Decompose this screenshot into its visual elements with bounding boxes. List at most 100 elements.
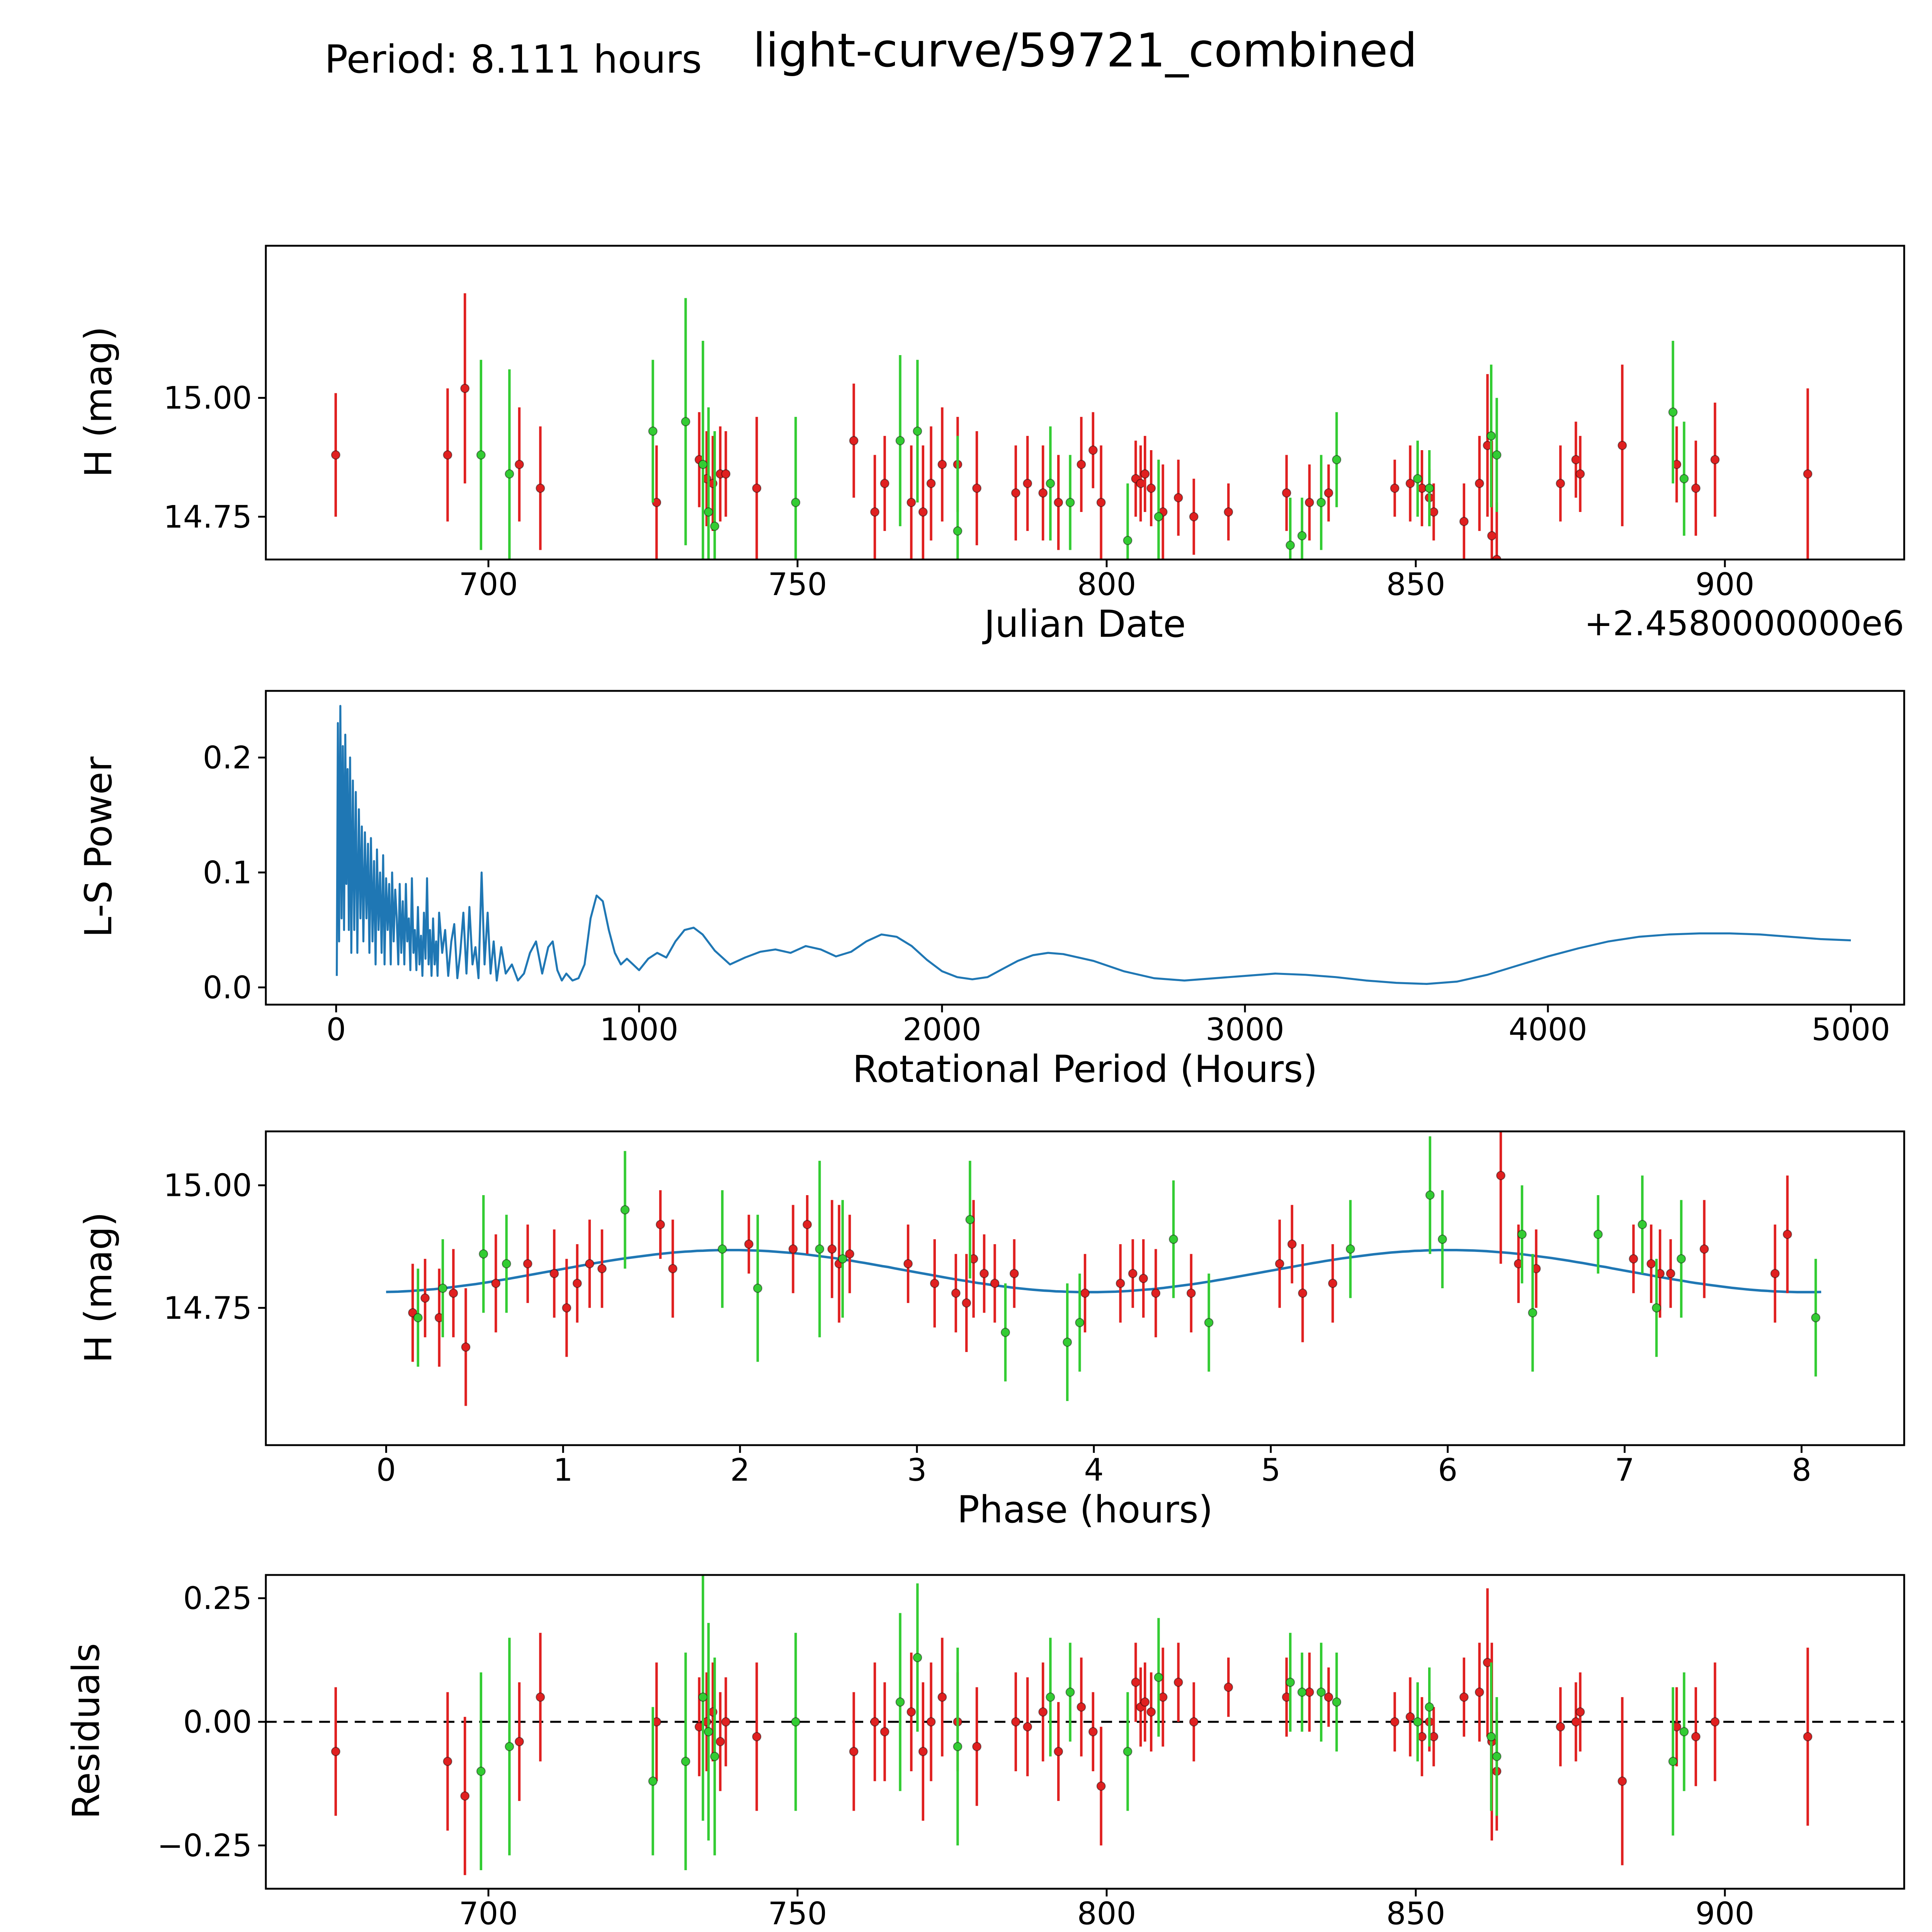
red-res-point <box>1575 1707 1585 1717</box>
red-obs-point <box>1803 469 1813 479</box>
red-res-point <box>849 1747 859 1756</box>
red-res-point <box>1324 1692 1333 1702</box>
green-res-point <box>476 1767 486 1776</box>
residuals-x-tick-label: 750 <box>768 1896 827 1932</box>
residuals-x-tick-label: 850 <box>1386 1896 1446 1932</box>
red-res-point <box>1054 1747 1063 1756</box>
red-res-point <box>1146 1707 1156 1717</box>
red-res-point <box>1405 1712 1415 1722</box>
green-obs-point <box>1679 474 1689 483</box>
red-obs-point <box>597 1264 607 1274</box>
green-obs-point <box>1154 512 1163 522</box>
red-obs-point <box>752 483 762 493</box>
red-res-point <box>1429 1732 1439 1742</box>
red-obs-point <box>1140 469 1150 479</box>
red-obs-point <box>1088 446 1098 455</box>
phase-y-tick-label: 14.75 <box>163 1290 252 1326</box>
red-obs-point <box>1009 1269 1019 1278</box>
red-obs-point <box>1080 1288 1090 1298</box>
lightcurve-y-tick-label: 14.75 <box>163 499 252 535</box>
red-obs-point <box>788 1244 798 1254</box>
red-obs-point <box>1646 1259 1656 1269</box>
red-obs-point <box>1287 1239 1297 1249</box>
red-obs-point <box>845 1249 855 1259</box>
lightcurve-x-axis-label: Julian Date <box>984 603 1186 646</box>
red-obs-point <box>536 483 545 493</box>
green-obs-point <box>620 1205 630 1214</box>
red-obs-point <box>1146 483 1156 493</box>
green-obs-point <box>1486 431 1496 441</box>
red-res-point <box>1571 1717 1581 1727</box>
red-res-point <box>536 1692 545 1702</box>
red-obs-point <box>1173 493 1183 503</box>
red-res-point <box>1158 1692 1168 1702</box>
red-obs-point <box>461 1342 471 1352</box>
red-res-point <box>1475 1687 1484 1697</box>
red-res-point <box>1077 1702 1086 1712</box>
green-obs-point <box>648 426 658 436</box>
green-obs-point <box>1651 1303 1661 1313</box>
green-obs-point <box>681 417 690 427</box>
red-res-point <box>1556 1722 1565 1731</box>
red-obs-point <box>514 459 524 469</box>
green-res-point <box>1046 1692 1055 1702</box>
red-res-point <box>1710 1717 1720 1727</box>
phase-y-axis-label: H (mag) <box>77 1212 121 1363</box>
green-res-point <box>1123 1747 1133 1756</box>
red-obs-point <box>1139 1274 1148 1283</box>
red-obs-point <box>1429 507 1439 517</box>
red-obs-point <box>1390 483 1400 493</box>
periodogram-x-tick-label: 5000 <box>1811 1012 1890 1048</box>
green-obs-point <box>1316 498 1326 507</box>
red-obs-point <box>1475 479 1484 488</box>
red-obs-point <box>1275 1259 1284 1269</box>
phase-x-tick-label: 0 <box>376 1452 396 1488</box>
phase-x-tick-label: 5 <box>1261 1452 1281 1488</box>
red-obs-point <box>1077 459 1086 469</box>
red-obs-point <box>972 483 981 493</box>
red-res-point <box>715 1737 725 1747</box>
red-obs-point <box>1011 488 1020 498</box>
green-obs-point <box>704 507 713 517</box>
red-obs-point <box>523 1259 532 1269</box>
red-res-point <box>1390 1717 1400 1727</box>
green-obs-point <box>815 1244 825 1254</box>
red-obs-point <box>951 1288 961 1298</box>
lightcurve-y-tick-label: 15.00 <box>163 380 252 416</box>
green-obs-point <box>1437 1235 1447 1244</box>
lightcurve-x-tick-label: 750 <box>768 566 827 602</box>
periodogram-x-tick-label: 4000 <box>1509 1012 1587 1048</box>
red-res-point <box>1417 1732 1427 1742</box>
lightcurve-x-tick-label: 850 <box>1386 566 1446 602</box>
red-obs-point <box>331 450 340 460</box>
red-obs-point <box>1459 517 1469 526</box>
lightcurve-x-tick-label: 800 <box>1077 566 1136 602</box>
red-res-point <box>514 1737 524 1747</box>
green-res-point <box>1425 1702 1434 1712</box>
red-res-point <box>870 1717 879 1727</box>
red-obs-point <box>1328 1279 1338 1288</box>
periodogram-x-tick-label: 1000 <box>600 1012 679 1048</box>
residuals-y-tick-label: −0.25 <box>157 1828 252 1864</box>
green-obs-point <box>753 1283 762 1293</box>
residuals-plot-area <box>266 1575 1904 1875</box>
lightcurve-plot-area <box>331 293 1813 560</box>
green-obs-point <box>1517 1230 1527 1239</box>
red-obs-point <box>906 498 916 507</box>
red-obs-point <box>420 1293 430 1303</box>
green-obs-point <box>1123 536 1133 545</box>
red-obs-point <box>491 1279 501 1288</box>
figure-title: light-curve/59721_combined <box>753 25 1417 79</box>
red-obs-point <box>926 479 936 488</box>
red-obs-point <box>1186 1288 1196 1298</box>
green-res-point <box>681 1757 690 1766</box>
green-obs-point <box>476 450 486 460</box>
periodogram-y-tick-label: 0.0 <box>203 969 252 1005</box>
red-obs-point <box>870 507 879 517</box>
green-obs-point <box>1286 541 1295 550</box>
green-res-point <box>1316 1687 1326 1697</box>
red-obs-point <box>1304 498 1314 507</box>
periodogram-y-tick-label: 0.2 <box>203 740 252 776</box>
periodogram-x-tick-label: 2000 <box>903 1012 981 1048</box>
green-obs-point <box>1528 1308 1537 1318</box>
